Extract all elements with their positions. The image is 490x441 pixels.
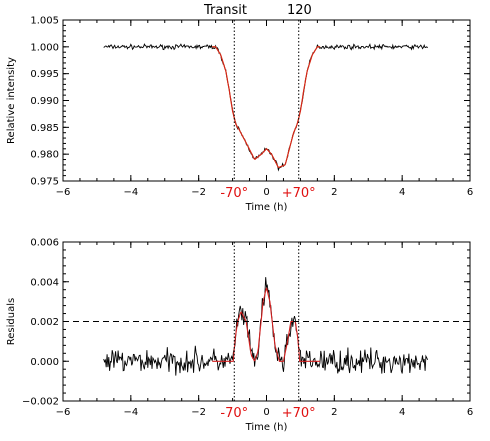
residuals-ytick-label: 0.004	[30, 277, 59, 288]
lightcurve-xtick-label: 6	[467, 187, 473, 198]
residuals-ytick-label: 0.002	[30, 317, 59, 328]
lightcurve-xtick-label: −6	[56, 187, 71, 198]
residuals-angle-label: +70°	[282, 406, 316, 421]
residuals-xtick-label: −4	[123, 407, 138, 418]
lightcurve-data-series	[103, 43, 428, 172]
lightcurve-xtick-label: −4	[123, 187, 138, 198]
residuals-xtick-label: 2	[331, 407, 337, 418]
residuals-ytick-label: −0.002	[22, 397, 59, 408]
lightcurve-angle-label: +70°	[282, 186, 316, 201]
transit-number: 120	[287, 3, 312, 18]
lightcurve-ytick-label: 0.985	[30, 123, 59, 134]
residuals-ytick-label: 0.000	[30, 357, 59, 368]
residuals-data-series	[103, 277, 429, 376]
lightcurve-xtick-label: 4	[399, 187, 405, 198]
lightcurve-ytick-label: 1.000	[30, 42, 59, 53]
lightcurve-xtick-label: 2	[331, 187, 337, 198]
lightcurve-ytick-label: 1.005	[30, 16, 59, 27]
lightcurve-frame	[62, 19, 471, 182]
figure-title: Transit	[203, 3, 247, 18]
lightcurve-xlabel: Time (h)	[245, 202, 288, 213]
residuals-xtick-label: 6	[467, 407, 473, 418]
residuals-xtick-label: 4	[399, 407, 405, 418]
lightcurve-panel: −6 −4 −2 0 2 4 6 0.975 0.980 0.985 0.990 0.995 1.000…	[6, 16, 473, 214]
lightcurve-ytick-label: 0.980	[30, 150, 59, 161]
residuals-ytick-label: 0.006	[30, 238, 59, 249]
lightcurve-ytick-label: 0.990	[30, 96, 59, 107]
lightcurve-model-series	[212, 46, 321, 169]
lightcurve-ytick-label: 0.995	[30, 69, 59, 80]
lightcurve-ylabel: Relative intensity	[6, 57, 17, 144]
lightcurve-xtick-label: −2	[191, 187, 206, 198]
residuals-model-series	[212, 287, 321, 362]
residuals-xlabel: Time (h)	[245, 422, 288, 433]
residuals-ylabel: Residuals	[6, 298, 17, 345]
residuals-xtick-label: 0	[263, 407, 269, 418]
residuals-angle-label: -70°	[220, 406, 248, 421]
lightcurve-angle-label: -70°	[220, 186, 248, 201]
lightcurve-ytick-label: 0.975	[30, 177, 59, 188]
residuals-panel: −6 −4 −2 0 2 4 6 −0.002 0.000 0.002 0.004 0.006 Time…	[6, 238, 473, 434]
residuals-xtick-label: −2	[191, 407, 206, 418]
residuals-xtick-label: −6	[56, 407, 71, 418]
lightcurve-xtick-label: 0	[263, 187, 269, 198]
